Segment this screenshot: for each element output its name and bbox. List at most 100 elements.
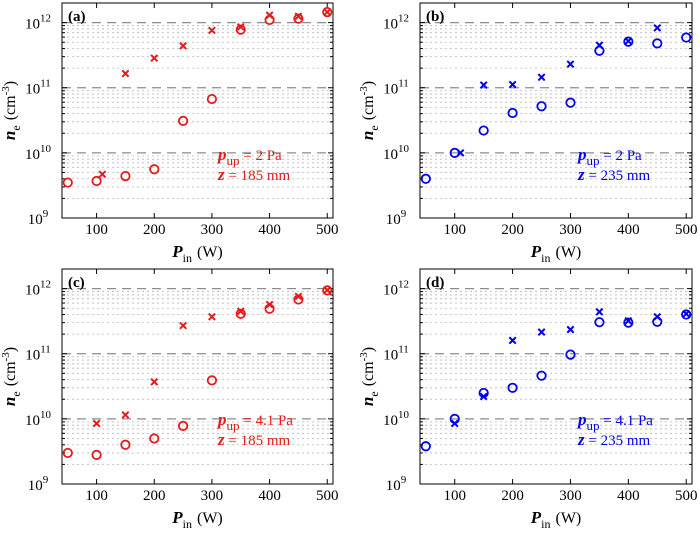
series-circle	[62, 285, 333, 460]
circle-marker	[594, 317, 605, 328]
y-axis-label: ne(cm-3)	[358, 347, 381, 406]
x-tick-label: 100	[85, 488, 108, 504]
panel-d: 100 200 300 400 500 109 1010 1011 1012 Pin (W) ne(c…	[358, 268, 698, 531]
grid	[62, 2, 333, 199]
circle-marker	[420, 441, 431, 452]
series-cross	[450, 307, 691, 428]
cross-marker	[236, 307, 245, 316]
circle-marker	[62, 447, 73, 459]
cross-marker	[537, 73, 546, 82]
cross-marker	[508, 336, 517, 345]
series-cross	[98, 8, 332, 179]
cross-marker	[150, 54, 159, 63]
x-tick-label: 200	[143, 488, 166, 504]
x-tick-label: 300	[201, 488, 224, 504]
y-tick-label: 1010	[25, 409, 52, 429]
cross-marker	[537, 328, 546, 336]
x-axis-label: Pin (W)	[171, 508, 223, 531]
circle-marker	[507, 382, 518, 393]
y-tick-label: 1010	[25, 143, 52, 163]
cross-marker	[508, 80, 517, 89]
cross-marker	[653, 23, 662, 32]
annotation-pressure: pup = 2 Pa	[576, 145, 642, 168]
circle-marker	[293, 13, 304, 24]
circle-marker	[565, 349, 576, 360]
x-axis-label: Pin (W)	[530, 508, 582, 531]
circle-marker	[536, 370, 547, 381]
circle-marker	[623, 36, 634, 47]
x-tick-label: 100	[443, 488, 466, 504]
circle-marker	[322, 285, 333, 296]
circle-marker	[565, 97, 576, 108]
cross-marker	[150, 377, 159, 386]
circle-marker	[293, 294, 304, 305]
x-tick-label: 100	[443, 222, 466, 238]
y-tick-label: 1010	[383, 143, 410, 163]
circle-marker	[507, 107, 518, 119]
circle-marker	[478, 125, 489, 136]
x-axis-label: Pin (W)	[530, 242, 582, 265]
circle-marker	[623, 317, 634, 328]
series-circle	[62, 6, 333, 188]
circle-marker	[420, 173, 431, 184]
circle-marker	[177, 115, 189, 126]
annotation-pressure: pup = 2 Pa	[216, 145, 282, 168]
y-tick-label: 109	[28, 474, 49, 494]
circle-marker	[120, 170, 131, 182]
circle-marker	[681, 32, 692, 43]
y-tick-label: 1012	[25, 279, 51, 299]
axes-frame	[61, 2, 334, 219]
y-tick-label: 109	[28, 208, 49, 228]
x-tick-label: 500	[675, 488, 698, 504]
annotation-pressure: pup = 4.1 Pa	[576, 410, 653, 433]
circle-marker	[681, 309, 692, 320]
cross-marker	[624, 37, 633, 46]
cross-marker	[208, 26, 216, 35]
cross-marker	[121, 69, 130, 78]
circle-marker	[149, 433, 160, 444]
y-tick-label: 1011	[25, 78, 51, 98]
panel-c: 100 200 300 400 500 109 1010 1011 1012 Pin (W) ne(c…	[0, 268, 338, 531]
cross-marker	[208, 312, 216, 321]
x-tick-label: 200	[501, 222, 524, 238]
circle-marker	[449, 413, 460, 424]
cross-marker	[121, 411, 130, 419]
cross-marker	[179, 321, 187, 330]
circle-marker	[62, 177, 73, 188]
x-tick-label: 500	[316, 222, 339, 238]
circle-marker	[478, 387, 489, 399]
annotation-position: z = 185 mm	[217, 165, 291, 184]
annotation-pressure: pup = 4.1 Pa	[216, 410, 293, 433]
y-tick-label: 1011	[383, 78, 409, 98]
panel-label: (d)	[426, 275, 444, 291]
series-circle	[420, 309, 692, 452]
x-tick-label: 400	[258, 222, 281, 238]
cross-marker	[236, 22, 245, 31]
grid	[420, 268, 692, 465]
circle-marker	[536, 101, 547, 112]
circle-marker	[206, 93, 218, 105]
annotation-position: z = 235 mm	[577, 165, 651, 184]
x-tick-label: 400	[617, 488, 640, 504]
circle-marker	[235, 24, 246, 35]
circle-marker	[177, 420, 189, 431]
axes-frame	[419, 268, 693, 485]
x-tick-label: 300	[559, 222, 582, 238]
x-tick-label: 300	[201, 222, 224, 238]
cross-marker	[323, 8, 332, 17]
circle-marker	[264, 14, 275, 26]
axes-frame	[419, 2, 693, 219]
series-circle	[420, 32, 692, 184]
y-axis-label: ne(cm-3)	[358, 81, 381, 140]
y-axis-label: ne(cm-3)	[0, 347, 23, 406]
circle-marker	[652, 38, 663, 49]
annotation-position: z = 185 mm	[217, 430, 291, 449]
y-tick-label: 1011	[25, 344, 51, 364]
y-tick-label: 1012	[383, 13, 409, 33]
cross-marker	[566, 325, 575, 334]
cross-marker	[179, 41, 187, 50]
circle-marker	[235, 308, 246, 319]
x-tick-label: 500	[675, 222, 698, 238]
circle-marker	[149, 164, 160, 175]
